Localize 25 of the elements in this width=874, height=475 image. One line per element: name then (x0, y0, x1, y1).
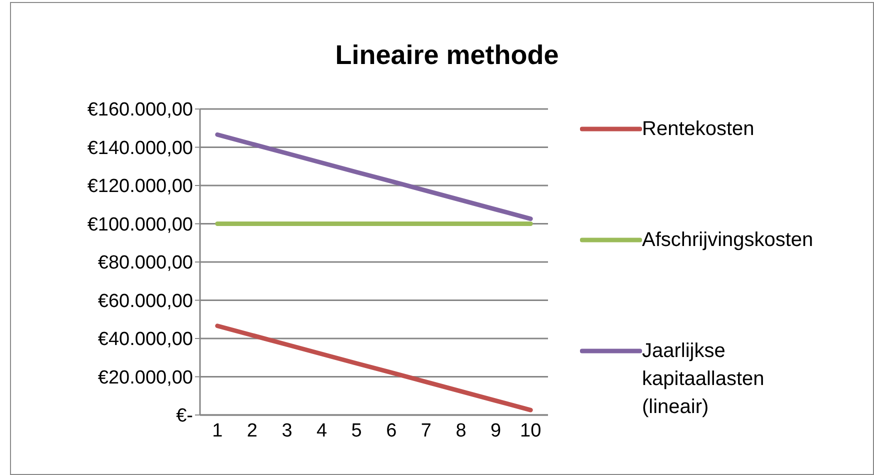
line-series (215, 132, 533, 222)
y-tick-label: €60.000,00 (98, 290, 193, 312)
x-tick-label: 3 (282, 420, 292, 442)
chart-title: Lineaire methode (334, 40, 560, 71)
x-tick-label: 2 (246, 420, 258, 442)
x-tick-label: 5 (351, 420, 362, 442)
x-tick-label: 7 (420, 420, 432, 442)
legend-label: Jaarlijkse kapitaallasten (lineair) (642, 339, 766, 420)
x-tick-label: 4 (316, 420, 328, 442)
x-tick-label: 1 (212, 420, 223, 442)
y-tick-label: €40.000,00 (98, 329, 193, 350)
legend-label: Rentekosten (642, 117, 754, 142)
y-tick-label: €- (176, 406, 193, 427)
x-tick-label: 9 (490, 420, 502, 442)
y-tick-label: €120.000,00 (87, 176, 193, 198)
y-tick-label: €100.000,00 (87, 214, 193, 236)
x-tick-label: 10 (520, 420, 542, 442)
y-tick-label: €160.000,00 (87, 100, 193, 121)
x-tick-label: 6 (386, 420, 397, 442)
line-series (215, 324, 533, 412)
y-tick-label: €80.000,00 (98, 252, 193, 274)
y-tick-label: €140.000,00 (87, 138, 193, 159)
legend-label: Afschrijvingskosten (642, 228, 814, 253)
y-tick-label: €20.000,00 (98, 367, 193, 388)
x-tick-label: 8 (456, 420, 466, 442)
